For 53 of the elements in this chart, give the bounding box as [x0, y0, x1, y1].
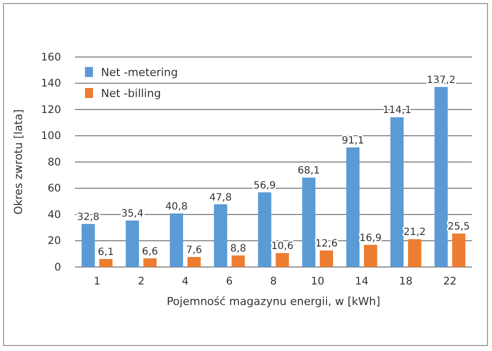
bar	[187, 257, 201, 267]
x-tick-label: 10	[310, 275, 324, 288]
bar	[214, 204, 228, 267]
bar	[408, 239, 422, 267]
bar	[126, 220, 139, 267]
x-axis-title: Pojemność magazynu energii, w [kWh]	[166, 295, 380, 308]
y-tick-label: 20	[48, 235, 61, 248]
data-label: 7,6	[186, 245, 202, 256]
data-label: 25,5	[448, 222, 470, 233]
data-label: 40,8	[165, 201, 188, 212]
data-label: 12,6	[315, 238, 338, 250]
bar	[143, 258, 157, 267]
bar	[99, 258, 112, 267]
data-label: 47,8	[209, 192, 232, 204]
legend-label: Net -billing	[101, 87, 161, 100]
data-label: 6,6	[142, 246, 158, 258]
y-tick-label: 140	[40, 78, 61, 90]
data-label: 91,1	[342, 135, 364, 146]
data-label: 68,1	[298, 166, 320, 177]
legend-label: Net -metering	[101, 66, 178, 79]
data-label: 8,8	[230, 243, 246, 254]
x-tick-label: 14	[355, 275, 369, 288]
data-label: 10,6	[271, 241, 294, 252]
bar	[232, 255, 245, 267]
data-label: 21,2	[404, 227, 426, 238]
bar	[302, 178, 316, 267]
x-tick-label: 2	[138, 275, 145, 288]
y-tick-label: 40	[48, 208, 61, 221]
y-tick-label: 120	[40, 104, 61, 116]
x-tick-label: 18	[399, 275, 413, 288]
bar	[258, 192, 272, 267]
y-tick-label: 100	[40, 130, 61, 142]
bar	[434, 86, 448, 267]
x-tick-label: 6	[226, 275, 234, 288]
x-tick-label: 1	[94, 275, 100, 288]
y-tick-label: 160	[40, 51, 61, 64]
bar	[320, 250, 334, 267]
x-tick-label: 8	[270, 275, 277, 288]
y-tick-label: 80	[48, 156, 61, 168]
bar	[276, 253, 289, 267]
bar	[82, 224, 95, 267]
bar	[364, 244, 378, 267]
y-tick-label: 60	[48, 182, 61, 195]
data-label: 32,8	[77, 212, 100, 223]
y-axis-title: Okres zwrotu [lata]	[12, 109, 25, 215]
x-tick-label: 22	[443, 275, 457, 288]
y-tick-label: 0	[54, 261, 61, 274]
bar	[390, 117, 404, 267]
bar	[170, 213, 184, 267]
bar	[452, 234, 466, 267]
bar	[346, 147, 360, 267]
x-tick-label: 4	[182, 275, 189, 288]
data-label: 6,1	[98, 246, 114, 258]
